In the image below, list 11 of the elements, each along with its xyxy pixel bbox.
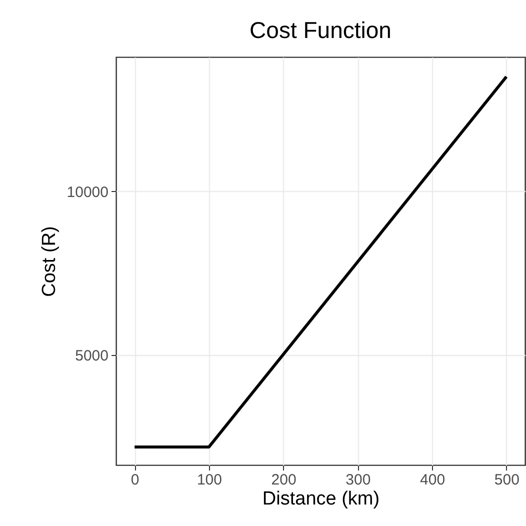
y-tick-label: 10000	[66, 184, 108, 201]
x-axis-title: Distance (km)	[262, 488, 380, 510]
x-tick-label: 100	[196, 472, 222, 488]
y-tick-label: 5000	[75, 348, 108, 365]
x-tick-label: 200	[271, 472, 296, 488]
x-tick-label: 300	[346, 472, 371, 488]
chart-title: Cost Function	[250, 17, 392, 43]
x-tick-label: 500	[494, 472, 520, 488]
y-axis-title: Cost (R)	[38, 226, 60, 297]
x-tick-label: 0	[130, 472, 140, 488]
x-tick-label: 400	[420, 472, 446, 488]
